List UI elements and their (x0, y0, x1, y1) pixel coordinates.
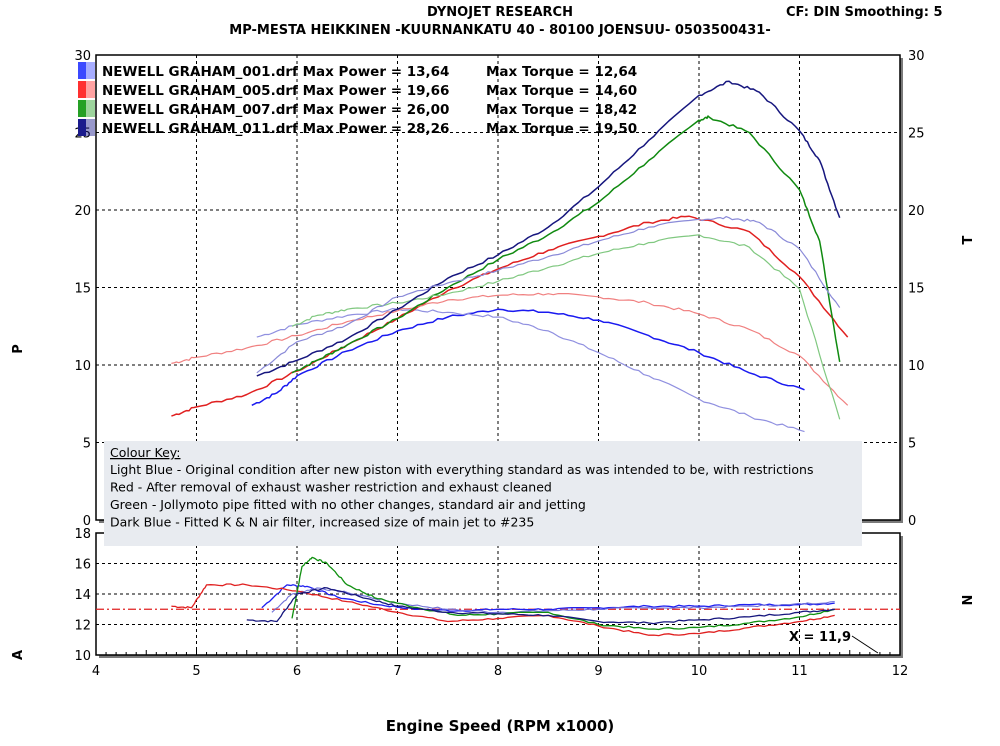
legend-swatch-dark (78, 81, 86, 98)
y-tick-right: 20 (908, 204, 925, 219)
y-tick-left: 20 (74, 204, 91, 219)
colour-key-line: Red - After removal of exhaust washer re… (110, 480, 552, 495)
legend-entry-torque: Max Torque = 19,50 (486, 121, 637, 137)
x-tick: 12 (892, 664, 909, 679)
x-tick: 7 (393, 664, 401, 679)
series-007-torque (291, 234, 841, 420)
colour-key-line: Green - Jollymoto pipe fitted with no ot… (110, 497, 586, 512)
legend-entry-label: NEWELL GRAHAM_007.drf Max Power = 26,00 (102, 102, 449, 118)
series-011-power (256, 80, 841, 377)
y-tick-right: 10 (908, 359, 925, 374)
legend-swatch-light (86, 81, 95, 98)
chart-header-title: DYNOJET RESEARCH (427, 5, 573, 20)
legend-entry-label: NEWELL GRAHAM_001.drf Max Power = 13,64 (102, 64, 449, 80)
legend-entry-torque: Max Torque = 18,42 (486, 102, 637, 118)
series-007-power (291, 115, 841, 374)
legend: NEWELL GRAHAM_001.drf Max Power = 13,64 M… (78, 62, 637, 137)
legend-swatch-dark (78, 119, 86, 136)
legend-swatch-light (86, 119, 95, 136)
colour-key-background (104, 441, 862, 546)
series-005-torque (171, 292, 849, 406)
y-tick-right: 15 (908, 282, 925, 297)
colour-key-line: Light Blue - Original condition after ne… (110, 462, 813, 477)
lower-tick-labels: 10 12 14 16 18 4 5 6 7 8 9 10 11 12 (74, 527, 908, 679)
y-label-afr: A (11, 650, 26, 660)
y-tick-right: 0 (908, 514, 916, 529)
y-tick-left: 5 (83, 437, 91, 452)
afr-series-007 (291, 556, 835, 631)
y-tick-left: 30 (74, 49, 91, 64)
x-tick: 8 (494, 664, 502, 679)
y-tick-left: 10 (74, 359, 91, 374)
y-tick-right: 5 (908, 437, 916, 452)
y-tick-lower: 18 (74, 527, 91, 542)
y-tick-right: 25 (908, 127, 925, 142)
cursor-readout: X = 11,9 (789, 630, 851, 645)
legend-swatch-light (86, 100, 95, 117)
lower-series-group: X = 11,9 (171, 556, 879, 654)
legend-entry-label: NEWELL GRAHAM_011.drf Max Power = 28,26 (102, 121, 449, 137)
x-tick: 5 (192, 664, 200, 679)
legend-swatch-dark (78, 62, 86, 79)
legend-swatch-dark (78, 100, 86, 117)
cursor-pointer (851, 635, 879, 654)
afr-series-005 (171, 583, 835, 637)
series-005-power (171, 215, 849, 417)
series-011-torque (256, 216, 841, 374)
legend-entry-label: NEWELL GRAHAM_005.drf Max Power = 19,66 (102, 83, 449, 99)
x-tick: 4 (92, 664, 100, 679)
afr-series-011 (246, 587, 835, 625)
y-tick-lower: 12 (74, 619, 91, 634)
x-tick: 6 (293, 664, 301, 679)
x-axis-label: Engine Speed (RPM x1000) (385, 717, 615, 735)
chart-header-subtitle: MP-MESTA HEIKKINEN -KUURNANKATU 40 - 801… (229, 23, 771, 38)
y-label-torque: T (961, 235, 976, 244)
y-tick-left: 15 (74, 282, 91, 297)
y-label-n: N (961, 595, 976, 606)
axis-side-labels: P T A N (11, 235, 976, 660)
legend-entry-torque: Max Torque = 12,64 (486, 64, 637, 80)
y-label-power: P (11, 344, 26, 354)
series-001-torque (256, 307, 805, 433)
y-tick-lower: 16 (74, 558, 91, 573)
x-tick: 11 (791, 664, 808, 679)
y-tick-lower: 10 (74, 649, 91, 664)
y-tick-left: 0 (83, 514, 91, 529)
y-tick-lower: 14 (74, 588, 91, 603)
upper-series-group (171, 80, 849, 433)
legend-entry-torque: Max Torque = 14,60 (486, 83, 637, 99)
colour-key-line: Dark Blue - Fitted K & N air filter, inc… (110, 515, 534, 530)
colour-key-box: Colour Key: Light Blue - Original conditi… (104, 441, 862, 546)
y-tick-right: 30 (908, 49, 925, 64)
series-001-power (251, 308, 805, 406)
x-tick: 10 (691, 664, 708, 679)
upper-tick-labels: 005510101515202025253030 (74, 49, 924, 529)
lower-plot-frame (95, 532, 903, 658)
colour-key-heading: Colour Key: (110, 445, 181, 460)
legend-swatch-light (86, 62, 95, 79)
correction-factor-label: CF: DIN Smoothing: 5 (786, 5, 943, 20)
x-tick: 9 (594, 664, 602, 679)
